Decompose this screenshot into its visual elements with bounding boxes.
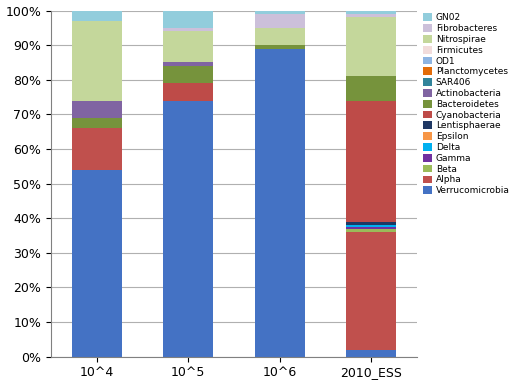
Bar <box>254 10 305 14</box>
Bar <box>163 100 214 357</box>
Bar <box>72 170 122 357</box>
Legend: GN02, Fibrobacteres, Nitrospirae, Firmicutes, OD1, Planctomycetes, SAR406, Actin: GN02, Fibrobacteres, Nitrospirae, Firmic… <box>421 12 511 197</box>
Bar <box>254 45 305 49</box>
Bar <box>163 62 214 66</box>
Bar <box>346 222 396 225</box>
Bar <box>163 66 214 83</box>
Bar <box>346 232 396 350</box>
Bar <box>346 76 396 100</box>
Bar <box>72 21 122 100</box>
Bar <box>72 10 122 21</box>
Bar <box>346 350 396 357</box>
Bar <box>346 227 396 229</box>
Bar <box>346 10 396 14</box>
Bar <box>163 10 214 28</box>
Bar <box>346 225 396 227</box>
Bar <box>72 118 122 128</box>
Bar <box>72 128 122 170</box>
Bar <box>346 229 396 232</box>
Bar <box>346 17 396 76</box>
Bar <box>254 49 305 357</box>
Bar <box>72 100 122 118</box>
Bar <box>163 28 214 31</box>
Bar <box>163 31 214 62</box>
Bar <box>346 14 396 17</box>
Bar <box>346 100 396 222</box>
Bar <box>254 28 305 45</box>
Bar <box>163 83 214 100</box>
Bar <box>254 14 305 28</box>
